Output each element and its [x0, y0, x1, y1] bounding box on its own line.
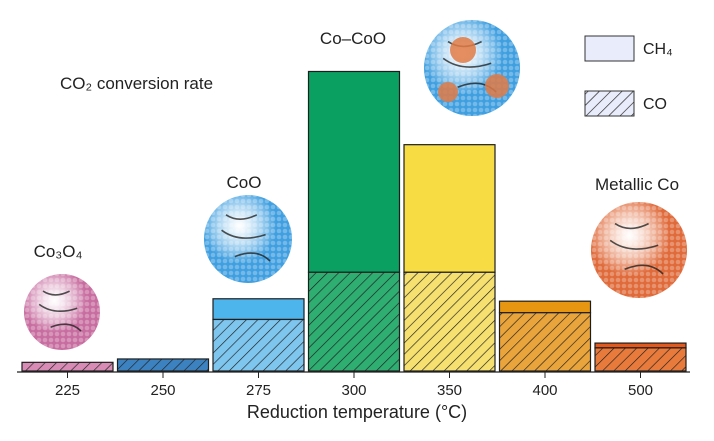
bar-co-300	[307, 271, 401, 372]
annotation-label: Co–CoO	[320, 29, 386, 48]
bar-ch4-350	[403, 144, 496, 273]
particle-co-coo-metal-2	[485, 74, 509, 98]
x-tick-label: 225	[55, 382, 80, 399]
legend: CH₄ CO	[584, 35, 673, 117]
x-tick-label: 400	[532, 382, 557, 399]
chart-title: CO₂ conversion rate	[60, 74, 213, 93]
legend-swatch-ch4	[584, 35, 635, 62]
bar-co-500	[594, 347, 687, 372]
x-tick-label: 500	[628, 382, 653, 399]
particle-metallic-co	[591, 202, 687, 298]
bar-co-350	[403, 271, 496, 372]
x-ticks: 225 250 275 300 350 400 500	[55, 372, 653, 399]
particle-co-coo-metal-3	[438, 82, 458, 102]
annotation-label: Metallic Co	[595, 175, 679, 194]
bar-ch4-500	[594, 342, 687, 349]
particle-coo	[204, 195, 292, 283]
x-tick-label: 250	[150, 382, 175, 399]
bar-ch4-300	[307, 70, 401, 273]
x-tick-label: 300	[341, 382, 366, 399]
x-tick-label: 275	[246, 382, 271, 399]
particle-co-coo-metal-1	[450, 37, 476, 63]
bar-ch4-400	[498, 300, 592, 314]
legend-label-ch4: CH₄	[643, 41, 673, 58]
particle-co-coo	[424, 20, 520, 116]
bars	[21, 70, 687, 372]
x-tick-label: 350	[437, 382, 462, 399]
legend-label-co: CO	[643, 96, 667, 113]
annotation-label: CoO	[227, 173, 262, 192]
bar-ch4-275	[212, 298, 305, 321]
bar-co-250	[116, 358, 210, 372]
annotations: Co₃O₄ CoO Co–CoO Metallic Co	[34, 29, 679, 261]
particle-co3o4	[24, 274, 100, 350]
bar-co-275	[212, 318, 305, 372]
x-axis-label: Reduction temperature (°C)	[247, 402, 467, 422]
annotation-label: Co₃O₄	[34, 242, 83, 261]
legend-swatch-co	[584, 90, 635, 117]
bar-co-225	[21, 361, 114, 372]
bar-co-400	[498, 312, 592, 372]
